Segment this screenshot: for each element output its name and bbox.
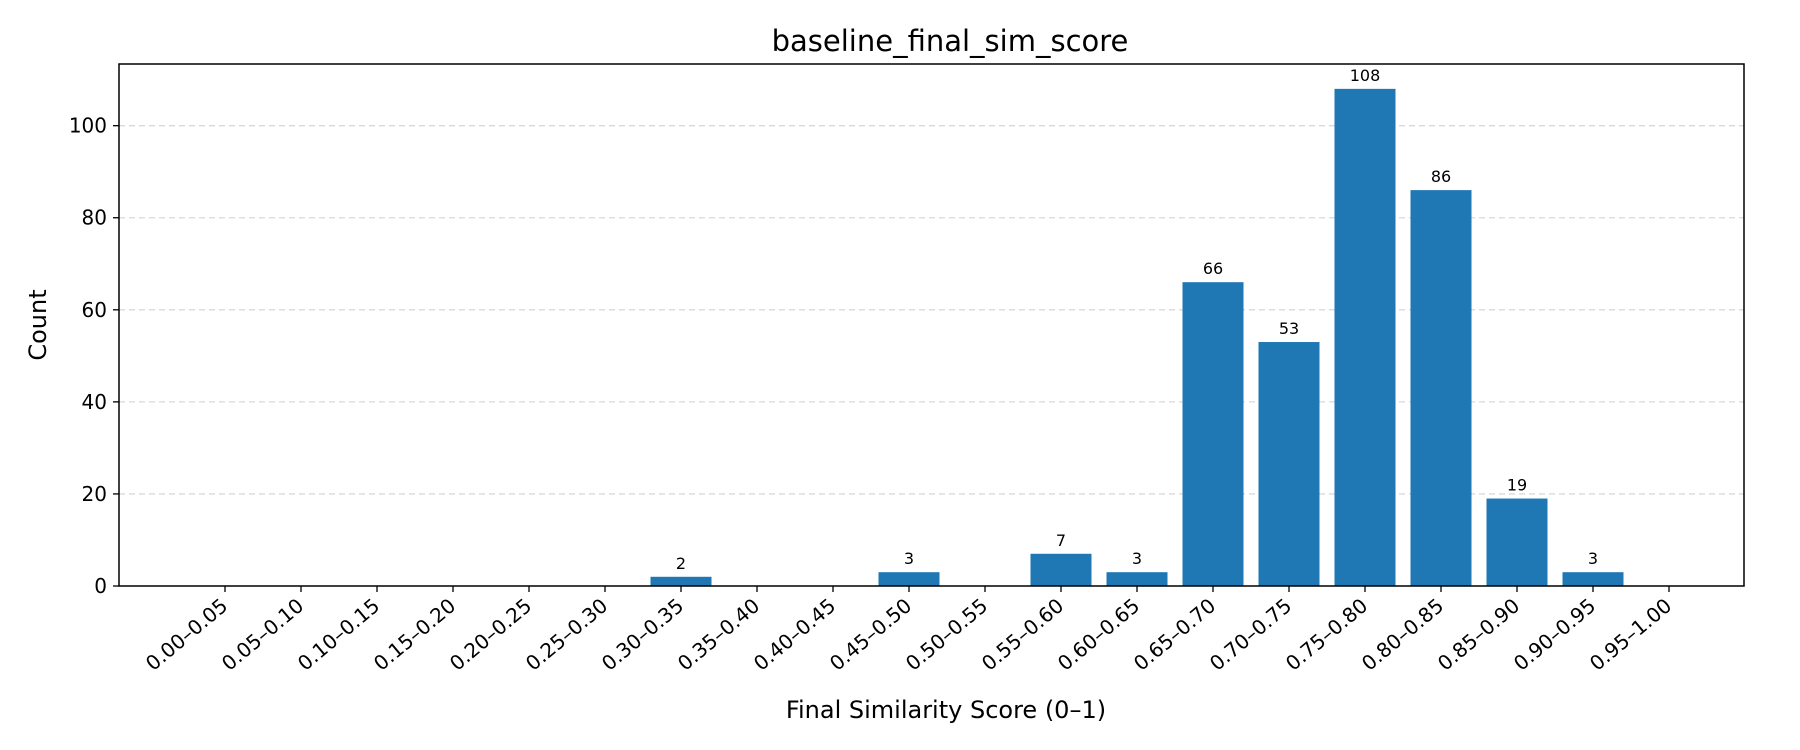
data-labels: 2 3 7 3 66 53 108 86 19 3 xyxy=(676,66,1598,573)
y-axis-ticks: 0 20 40 60 80 100 xyxy=(69,114,119,598)
bars xyxy=(650,88,1624,586)
x-tick-label: 0.50–0.55 xyxy=(901,593,992,675)
bar xyxy=(1182,282,1244,586)
bar xyxy=(1258,342,1320,586)
y-tick-label: 20 xyxy=(82,482,107,506)
x-tick-label: 0.00–0.05 xyxy=(141,593,232,675)
x-tick-label: 0.85–0.90 xyxy=(1433,593,1524,675)
x-tick-label: 0.65–0.70 xyxy=(1129,593,1220,675)
y-tick-label: 60 xyxy=(82,298,107,322)
y-tick-label: 0 xyxy=(94,574,107,598)
bar-value-label: 53 xyxy=(1279,319,1299,338)
x-tick-label: 0.60–0.65 xyxy=(1053,593,1144,675)
bar-value-label: 7 xyxy=(1056,531,1066,550)
bar-value-label: 86 xyxy=(1431,167,1451,186)
x-tick-label: 0.25–0.30 xyxy=(521,593,612,675)
bar xyxy=(1106,572,1168,586)
x-tick-label: 0.30–0.35 xyxy=(597,593,688,675)
grid-lines xyxy=(119,125,1744,495)
bar-value-label: 3 xyxy=(904,549,914,568)
bar xyxy=(1334,88,1396,586)
bar xyxy=(650,576,712,586)
x-tick-label: 0.55–0.60 xyxy=(977,593,1068,675)
x-tick-label: 0.40–0.45 xyxy=(749,593,840,675)
x-tick-label: 0.10–0.15 xyxy=(293,593,384,675)
x-axis-ticks: 0.00–0.050.05–0.100.10–0.150.15–0.200.20… xyxy=(141,586,1676,676)
chart-title: baseline_final_sim_score xyxy=(772,24,1129,58)
y-tick-label: 40 xyxy=(82,390,107,414)
y-axis-label: Count xyxy=(24,289,52,360)
x-tick-label: 0.15–0.20 xyxy=(369,593,460,675)
bar-value-label: 19 xyxy=(1507,476,1527,495)
plot-frame xyxy=(118,63,1745,587)
bar-value-label: 3 xyxy=(1132,549,1142,568)
x-tick-label: 0.05–0.10 xyxy=(217,593,308,675)
bar xyxy=(1486,498,1548,586)
bar-value-label: 108 xyxy=(1350,66,1381,85)
bar-value-label: 2 xyxy=(676,554,686,573)
y-tick-label: 100 xyxy=(69,114,107,138)
y-tick-label: 80 xyxy=(82,206,107,230)
x-tick-label: 0.70–0.75 xyxy=(1205,593,1296,675)
bar xyxy=(878,572,940,586)
x-tick-label: 0.95–1.00 xyxy=(1585,593,1676,675)
bar xyxy=(1562,572,1624,586)
x-tick-label: 0.75–0.80 xyxy=(1281,593,1372,675)
bar xyxy=(1410,190,1472,586)
x-tick-label: 0.45–0.50 xyxy=(825,593,916,675)
x-tick-label: 0.20–0.25 xyxy=(445,593,536,675)
x-tick-label: 0.35–0.40 xyxy=(673,593,764,675)
x-tick-label: 0.90–0.95 xyxy=(1509,593,1600,675)
x-axis-label: Final Similarity Score (0–1) xyxy=(786,696,1106,724)
bar-value-label: 66 xyxy=(1203,259,1223,278)
bar-value-label: 3 xyxy=(1588,549,1598,568)
bar xyxy=(1030,553,1092,586)
x-tick-label: 0.80–0.85 xyxy=(1357,593,1448,675)
